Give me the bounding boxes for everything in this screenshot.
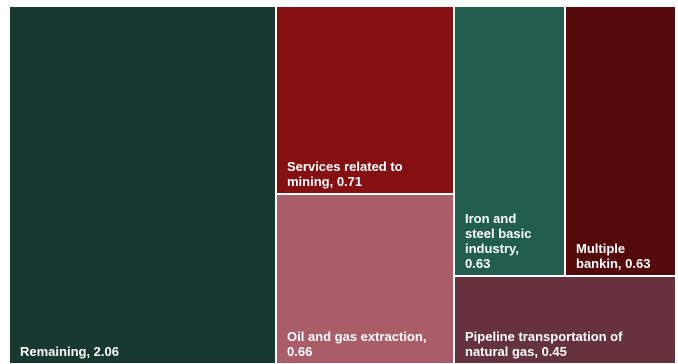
tile-label-remaining: Remaining, 2.06 — [20, 344, 119, 359]
tile-label-multiple-bankin: Multiple bankin, 0.63 — [576, 241, 651, 271]
tile-multiple-bankin: Multiple bankin, 0.63 — [565, 6, 676, 276]
tile-iron-and-steel-basic-industry: Iron and steel basic industry, 0.63 — [454, 6, 565, 276]
tile-label-iron-and-steel-basic-industry: Iron and steel basic industry, 0.63 — [465, 211, 532, 271]
tile-services-related-to-mining: Services related to mining, 0.71 — [276, 6, 454, 194]
tile-oil-and-gas-extraction: Oil and gas extraction, 0.66 — [276, 194, 454, 364]
tile-label-pipeline-transportation-of-natural-gas: Pipeline transportation of natural gas, … — [465, 329, 623, 359]
tile-label-services-related-to-mining: Services related to mining, 0.71 — [287, 159, 403, 189]
tile-label-oil-and-gas-extraction: Oil and gas extraction, 0.66 — [287, 329, 427, 359]
treemap-chart: Remaining, 2.06 Services related to mini… — [9, 6, 676, 364]
tile-remaining: Remaining, 2.06 — [9, 6, 276, 364]
tile-pipeline-transportation-of-natural-gas: Pipeline transportation of natural gas, … — [454, 276, 676, 364]
